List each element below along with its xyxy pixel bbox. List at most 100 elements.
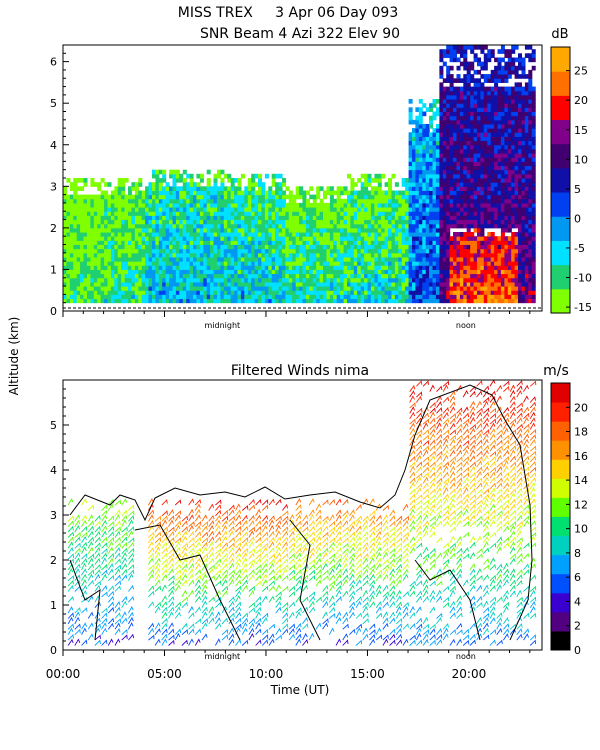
snr-cell — [432, 136, 437, 142]
snr-cell — [521, 277, 526, 283]
snr-cell — [124, 290, 129, 295]
snr-cell — [69, 202, 74, 208]
snr-cell — [463, 53, 468, 58]
snr-cell — [500, 244, 505, 250]
snr-cell — [487, 232, 492, 237]
snr-cell — [217, 277, 222, 283]
snr-cell — [343, 236, 348, 241]
snr-cell — [439, 49, 444, 54]
snr-cell — [370, 261, 375, 266]
snr-cell — [66, 298, 71, 304]
snr-cell — [487, 157, 492, 162]
snr-cell — [507, 261, 512, 266]
snr-cell — [247, 298, 252, 304]
snr-cell — [381, 236, 386, 241]
snr-cell — [261, 232, 266, 237]
snr-cell — [237, 202, 242, 208]
snr-cell — [470, 190, 475, 196]
snr-cell — [206, 207, 211, 212]
snr-cell — [158, 269, 163, 275]
snr-cell — [165, 252, 170, 258]
snr-cell — [182, 248, 187, 254]
snr-cell — [446, 111, 451, 117]
snr-cell — [429, 157, 434, 162]
snr-cell — [487, 90, 492, 96]
snr-cell — [323, 240, 328, 245]
snr-cell — [196, 194, 201, 200]
snr-cell — [418, 140, 423, 146]
snr-cell — [514, 219, 519, 225]
snr-cell — [507, 74, 512, 79]
snr-cell — [268, 294, 273, 300]
snr-cell — [394, 269, 399, 275]
snr-cell — [459, 236, 464, 241]
snr-cell — [302, 207, 307, 212]
snr-cell — [240, 269, 245, 275]
snr-cell — [148, 252, 153, 258]
snr-cell — [442, 169, 447, 175]
snr-cell — [333, 286, 338, 291]
snr-cell — [76, 273, 81, 279]
snr-cell — [497, 281, 502, 287]
snr-cell — [336, 290, 341, 295]
snr-cell — [323, 223, 328, 229]
snr-cell — [528, 53, 533, 58]
snr-cell — [172, 252, 177, 258]
snr-cell — [405, 294, 410, 300]
snr-cell — [353, 273, 358, 279]
snr-cell — [234, 277, 239, 283]
snr-cell — [121, 207, 126, 212]
snr-cell — [254, 281, 259, 287]
snr-cell — [470, 86, 475, 92]
snr-cell — [429, 298, 434, 304]
snr-cell — [473, 223, 478, 229]
snr-cell — [182, 227, 187, 233]
snr-cell — [230, 219, 235, 225]
snr-cell — [162, 173, 167, 179]
snr-cell — [152, 198, 157, 204]
snr-cell — [449, 128, 454, 133]
snr-cell — [504, 140, 509, 146]
snr-cell — [223, 236, 228, 241]
snr-cell — [422, 198, 427, 204]
snr-cell — [237, 277, 242, 283]
snr-cell — [477, 148, 482, 154]
snr-cell — [145, 223, 150, 229]
snr-cell — [439, 261, 444, 266]
snr-cell — [364, 215, 369, 221]
snr-cell — [193, 232, 198, 237]
snr-cell — [497, 148, 502, 154]
snr-cell — [425, 153, 430, 158]
snr-cell — [425, 232, 430, 237]
snr-cell — [473, 132, 478, 137]
snr-cell — [528, 107, 533, 112]
snr-cell — [148, 244, 153, 250]
snr-cell — [466, 211, 471, 216]
snr-cell — [412, 273, 417, 279]
snr-cell — [254, 236, 259, 241]
snr-cell — [227, 265, 232, 270]
snr-cell — [473, 248, 478, 254]
snr-cell — [490, 244, 495, 250]
snr-cell — [97, 215, 102, 221]
snr-cell — [459, 148, 464, 154]
snr-cell — [175, 178, 180, 183]
snr-cell — [439, 219, 444, 225]
snr-cell — [514, 132, 519, 137]
snr-cell — [175, 236, 180, 241]
snr-cell — [152, 232, 157, 237]
snr-cell — [234, 257, 239, 262]
snr-cell — [199, 186, 204, 191]
snr-cell — [230, 194, 235, 200]
snr-cell — [483, 132, 488, 137]
snr-cell — [244, 227, 249, 233]
snr-cell — [329, 248, 334, 254]
snr-cell — [179, 265, 184, 270]
snr-cell — [134, 248, 139, 254]
snr-cell — [165, 286, 170, 291]
snr-cell — [278, 219, 283, 225]
snr-cell — [497, 211, 502, 216]
snr-cell — [504, 173, 509, 179]
snr-cell — [172, 244, 177, 250]
snr-cell — [470, 136, 475, 142]
